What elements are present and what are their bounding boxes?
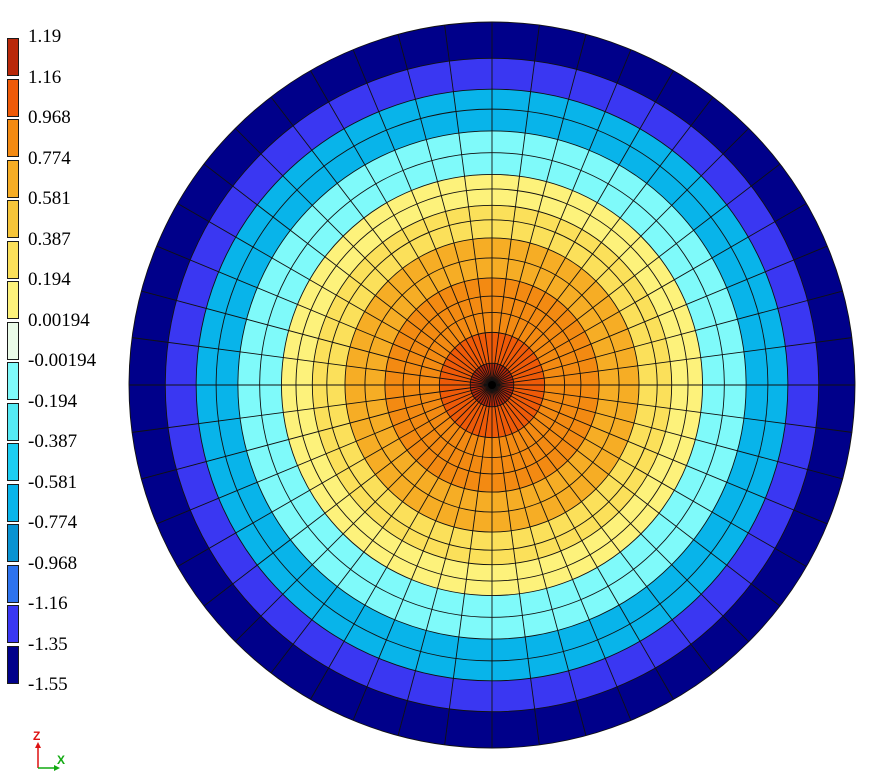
legend-tick-label: -0.968: [28, 552, 78, 574]
mesh-spoke: [491, 384, 674, 700]
mesh-spoke: [235, 128, 493, 386]
mesh-spoke: [491, 203, 807, 386]
mesh-spoke: [491, 163, 781, 386]
mesh-spoke: [491, 384, 632, 721]
legend-swatch: [7, 443, 19, 481]
legend-tick-label: -0.00194: [28, 350, 97, 371]
center-node: [488, 381, 496, 389]
legend-tick-label: 1.19: [28, 26, 62, 47]
mesh-spoke: [491, 384, 843, 480]
x-axis-label: X: [57, 753, 66, 767]
mesh-spoke: [397, 34, 493, 386]
legend-tick-label: 0.194: [28, 269, 71, 290]
mesh-spoke: [491, 384, 828, 525]
mesh-spoke: [491, 245, 828, 386]
legend-swatch: [7, 483, 19, 522]
legend-tick-label: -1.35: [28, 633, 68, 655]
mesh-spoke: [203, 384, 493, 607]
mesh-spoke: [444, 25, 493, 386]
mesh-spoke: [491, 384, 540, 745]
axis-triad: Z X: [30, 729, 80, 775]
mesh-spoke: [203, 163, 493, 386]
mesh-spoke: [491, 384, 714, 674]
mesh-spoke: [310, 70, 493, 386]
x-axis-arrowhead: [54, 765, 60, 771]
mesh-spoke: [235, 384, 493, 642]
mesh-spoke: [491, 384, 749, 642]
mesh-spoke: [156, 384, 493, 525]
legend-swatch: [7, 38, 19, 76]
mesh-spoke: [141, 290, 493, 386]
z-axis-arrowhead: [35, 742, 41, 748]
axis-triad-arrows: [35, 742, 60, 771]
mesh-spoke: [270, 96, 493, 386]
z-axis-label: Z: [33, 729, 41, 743]
legend-tick-label: 0.774: [28, 147, 71, 169]
legend-tick-label: 0.581: [28, 188, 71, 209]
mesh-spoke: [444, 384, 493, 745]
mesh-spoke: [491, 384, 807, 567]
color-legend: 1.19 1.16 0.968 0.774 0.581 0.387 0.194 0.00194…: [0, 0, 130, 700]
mesh-spoke: [491, 384, 852, 433]
legend-swatch: [7, 645, 19, 684]
legend-tick-label: 0.968: [28, 107, 71, 128]
mesh-spoke: [310, 384, 493, 700]
legend-swatch: [7, 159, 19, 198]
legend-tick-label: 0.00194: [28, 309, 90, 331]
mesh-spoke: [491, 25, 540, 386]
mesh-spoke: [491, 34, 587, 386]
legend-swatch: [7, 564, 19, 603]
mesh-spoke: [491, 384, 781, 607]
mesh-spoke: [491, 337, 852, 386]
mesh-spoke: [352, 49, 493, 386]
mesh-spoke: [491, 290, 843, 386]
mesh-spoke: [141, 384, 493, 480]
mesh-spoke: [491, 384, 587, 736]
mesh-spoke: [177, 384, 493, 567]
legend-swatch: [7, 78, 19, 117]
mesh-spoke: [397, 384, 493, 736]
mesh-spoke: [491, 70, 674, 386]
mesh-spoke: [132, 384, 493, 433]
mesh-spoke: [177, 203, 493, 386]
legend-tick-label: -0.387: [28, 431, 78, 452]
legend-swatch: [7, 321, 19, 360]
mesh-spoke: [491, 49, 632, 386]
legend-tick-label: -0.194: [28, 390, 78, 412]
mesh-spoke: [491, 96, 714, 386]
mesh-spoke: [156, 245, 493, 386]
legend-tick-label: -1.55: [28, 674, 68, 695]
mesh-spoke: [491, 128, 749, 386]
legend-swatch: [7, 524, 19, 562]
legend-tick-label: -0.581: [28, 471, 78, 493]
legend-swatch: [7, 200, 19, 238]
legend-swatch: [7, 362, 19, 400]
legend-tick-label: 1.16: [28, 66, 62, 88]
legend-tick-label: 0.387: [28, 228, 71, 250]
mesh-spoke: [132, 337, 493, 386]
legend-tick-label: -1.16: [28, 593, 68, 614]
legend-swatch: [7, 119, 19, 157]
mesh-spoke: [352, 384, 493, 721]
legend-swatch: [7, 402, 19, 441]
legend-swatch: [7, 605, 19, 643]
legend-tick-label: -0.774: [28, 512, 78, 533]
legend-swatch: [7, 240, 19, 279]
legend-swatch: [7, 281, 19, 319]
mesh-spoke: [270, 384, 493, 674]
